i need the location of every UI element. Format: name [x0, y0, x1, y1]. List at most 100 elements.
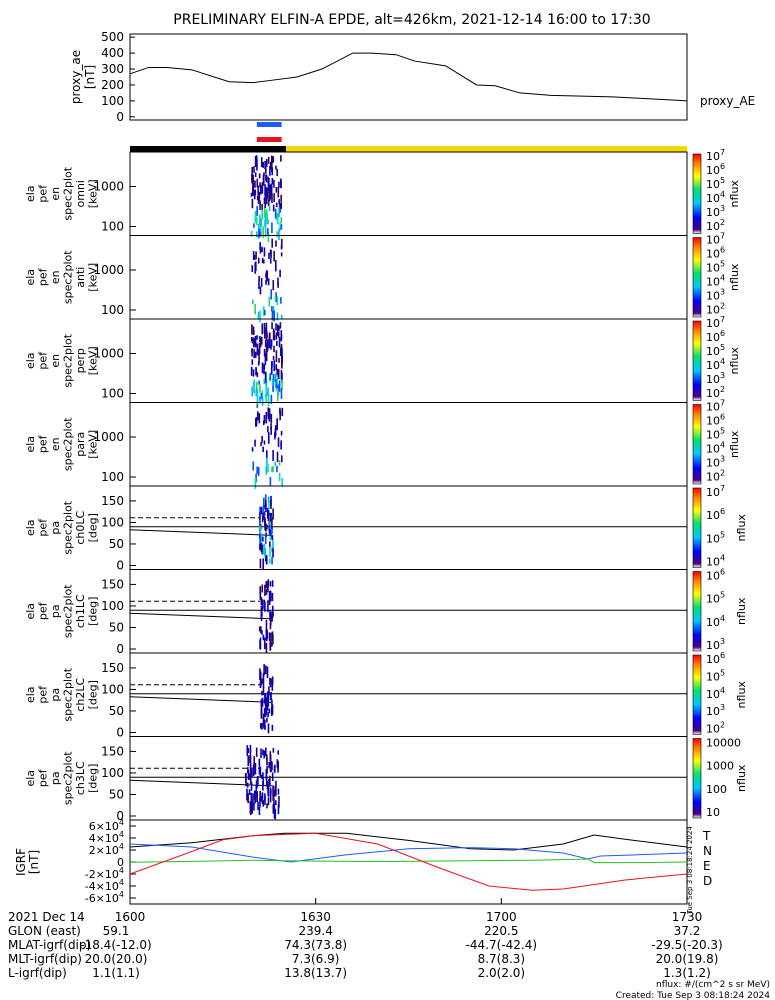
energy-spectrogram-pixel	[278, 358, 280, 363]
energy-spectrogram-pixel	[254, 211, 257, 223]
pa-spectrogram-pixel	[269, 512, 272, 522]
energy-spectrogram-pixel	[278, 325, 280, 332]
igrf-ytick-label: 6×104	[89, 818, 124, 833]
energy-ylabel-line: ela	[24, 269, 37, 286]
pa-ylabel-line: ela	[24, 603, 37, 620]
energy-spectrogram-pixel	[256, 343, 259, 356]
energy-spectrogram-pixel	[269, 188, 272, 200]
pa-spectrogram-pixel	[268, 778, 270, 787]
pa-ytick-label: 0	[116, 642, 124, 656]
energy-spectrogram-pixel	[268, 252, 270, 260]
pa-ylabel-line: ch0LC	[74, 511, 87, 545]
pa-spectrogram-pixel	[265, 703, 268, 715]
energy-spectrogram-pixel	[271, 466, 273, 473]
pa-spectrogram-pixel	[267, 797, 270, 806]
pa-spectrogram-pixel	[265, 768, 268, 780]
footer-units: nflux: #/(cm^2 s sr MeV)	[656, 980, 770, 990]
ephemeris-time-tick: 1730	[672, 910, 703, 924]
pa-spectrogram-pixel	[253, 790, 256, 800]
pa-spectrogram-pixel	[262, 772, 264, 777]
energy-spectrogram-pixel	[251, 174, 253, 181]
energy-spectrogram-pixel	[276, 168, 278, 177]
pa-spectrogram-pixel	[247, 748, 250, 753]
pa-spectrogram-pixel	[249, 775, 252, 783]
energy-ytick-label: 100	[101, 303, 124, 317]
pa-spectrogram-pixel	[254, 791, 257, 802]
energy-spectrogram-pixel	[268, 177, 270, 188]
energy-spectrogram-pixel	[266, 213, 268, 224]
pa-spectrogram-pixel	[272, 747, 275, 753]
pa-spectrogram-pixel	[261, 697, 264, 707]
energy-spectrogram-pixel	[257, 185, 259, 196]
footer-vertical-stamp: Tue Sep 3 08:18:24 2024	[686, 826, 694, 915]
energy-spectrogram-pixel	[280, 297, 282, 304]
energy-spectrogram-pixel	[264, 160, 266, 170]
energy-spectrogram-pixel	[263, 322, 266, 334]
energy-colorbar-tick: 106	[706, 329, 725, 344]
energy-spectrogram-pixel	[280, 155, 282, 162]
energy-spectrogram-pixel	[265, 397, 268, 403]
energy-spectrogram-pixel	[264, 339, 267, 348]
energy-spectrogram-pixel	[251, 166, 254, 177]
energy-spectrogram-pixel	[281, 379, 283, 390]
pa-spectrogram-pixel	[271, 724, 274, 731]
pa-spectrogram-pixel	[258, 764, 261, 775]
energy-spectrogram-pixel	[276, 231, 278, 237]
energy-spectrogram-pixel	[267, 426, 269, 433]
energy-spectrogram-pixel	[260, 218, 262, 227]
energy-spectrogram-pixel	[278, 181, 280, 188]
pa-spectrogram-pixel	[268, 596, 271, 605]
ephemeris-value: 74.3(73.8)	[284, 938, 347, 952]
pa-spectrogram-pixel	[261, 723, 263, 730]
igrf-ytick-label: -2×104	[85, 866, 124, 881]
pa-spectrogram-pixel	[264, 793, 266, 802]
energy-ytick-label: 100	[101, 387, 124, 401]
pa-spectrogram-pixel	[249, 756, 252, 763]
energy-spectrogram-pixel	[256, 195, 259, 201]
energy-colorbar-tick: 103	[706, 288, 725, 303]
pa-spectrogram-pixel	[271, 527, 273, 534]
energy-spectrogram-pixel	[261, 246, 263, 253]
proxy-ae-right-label: proxy_AE	[700, 94, 755, 108]
energy-spectrogram-pixel	[272, 374, 275, 386]
energy-spectrogram-pixel	[256, 335, 258, 340]
pa-panel-frame	[129, 736, 688, 821]
energy-ytick-label: 1000	[93, 263, 124, 277]
igrf-ylabel: IGRF	[14, 848, 28, 876]
pa-ylabel-line: [deg]	[87, 513, 100, 542]
pa-spectrogram-pixel	[271, 761, 273, 771]
energy-spectrogram-pixel	[253, 190, 256, 195]
pa-spectrogram-pixel	[270, 499, 272, 509]
pa-spectrogram-pixel	[245, 781, 247, 787]
energy-spectrogram-pixel	[270, 339, 273, 348]
pa-ylabel-line: ch1LC	[74, 594, 87, 628]
energy-spectrogram-pixel	[261, 203, 263, 212]
pa-spectrogram-pixel	[267, 600, 269, 612]
ephemeris-time-tick: 1600	[115, 910, 146, 924]
pa-ylabel-line: pa	[49, 604, 62, 618]
energy-spectrogram-pixel	[278, 384, 281, 392]
energy-spectrogram-pixel	[254, 339, 256, 346]
pa-spectrogram-pixel	[269, 622, 272, 630]
energy-spectrogram-pixel	[270, 413, 273, 424]
energy-spectrogram-pixel	[279, 322, 282, 329]
energy-spectrogram-pixel	[260, 278, 263, 287]
energy-spectrogram-pixel	[276, 324, 279, 336]
energy-spectrogram-pixel	[275, 165, 277, 170]
pa-colorbar-tick: 1000	[706, 760, 734, 773]
pa-loss-cone-line	[129, 696, 273, 703]
energy-spectrogram-pixel	[262, 226, 264, 238]
energy-ylabel-line: [keV]	[87, 430, 100, 459]
energy-spectrogram-pixel	[281, 407, 284, 417]
energy-ylabel-line: en	[49, 437, 62, 451]
pa-ytick-label: 0	[116, 809, 124, 823]
energy-spectrogram-pixel	[261, 435, 263, 443]
igrf-legend-N: N	[703, 844, 712, 858]
energy-spectrogram-pixel	[265, 174, 267, 181]
energy-spectrogram-pixel	[258, 354, 260, 364]
energy-spectrogram-pixel	[259, 286, 262, 295]
pa-spectrogram-pixel	[272, 804, 275, 814]
pa-spectrogram-pixel	[274, 808, 277, 820]
energy-spectrogram-pixel	[259, 310, 261, 323]
energy-ytick-label: 1000	[93, 347, 124, 361]
